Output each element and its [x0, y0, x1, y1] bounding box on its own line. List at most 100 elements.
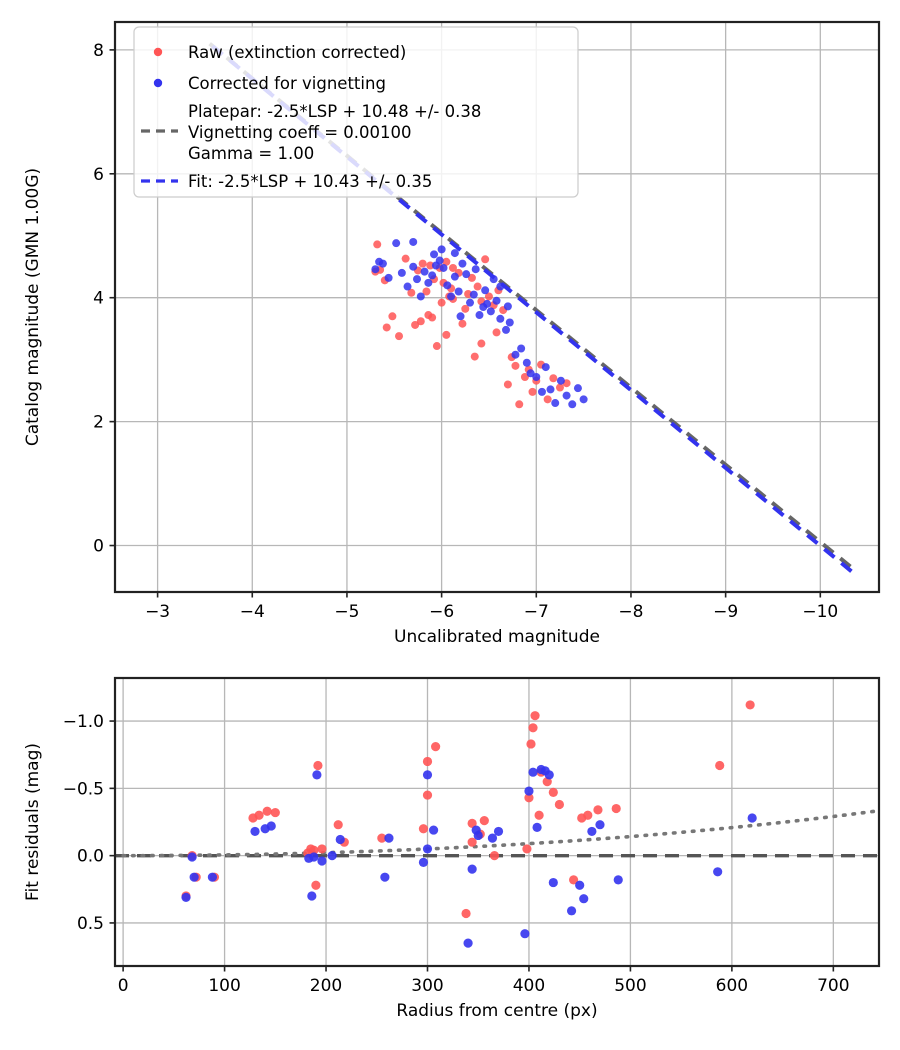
scatter-point [335, 834, 345, 845]
legend[interactable]: Raw (extinction corrected) Corrected for… [133, 26, 579, 198]
scatter-point [532, 373, 541, 382]
scatter-point [587, 826, 597, 837]
scatter-point [479, 816, 489, 826]
scatter-point [466, 298, 475, 307]
scatter-point [447, 292, 456, 301]
scatter-point [380, 872, 390, 882]
scatter-point [575, 880, 585, 890]
scatter-point [431, 742, 441, 752]
scatter-point [462, 270, 471, 279]
scatter-point [437, 298, 446, 307]
scatter-point [309, 845, 319, 855]
tick-label: 6 [93, 165, 104, 185]
scatter-point [312, 770, 322, 780]
tick-label: 700 [817, 976, 849, 996]
scatter-point [505, 318, 514, 327]
scatter-point [481, 286, 490, 295]
scatter-point [528, 723, 538, 733]
legend-label-raw: Raw (extinction corrected) [188, 43, 406, 62]
legend-label-platepar-line3: Gamma = 1.00 [188, 144, 314, 163]
scatter-point [461, 304, 470, 313]
scatter-point [467, 818, 477, 828]
scatter-point [388, 312, 397, 321]
top-panel-frame [113, 20, 881, 594]
scatter-point [428, 271, 437, 280]
scatter-point [534, 810, 544, 820]
legend-corrected-marker-icon [153, 78, 163, 88]
scatter-point [401, 254, 410, 263]
scatter-point [187, 852, 197, 862]
tick-label: −4 [240, 602, 265, 622]
scatter-point [549, 374, 558, 383]
scatter-point [503, 302, 512, 311]
tick-label: 2 [93, 413, 104, 433]
tick-label: −8 [618, 602, 643, 622]
scatter-point [503, 380, 512, 389]
scatter-point [569, 875, 579, 885]
scatter-point [430, 250, 439, 259]
scatter-point [439, 263, 448, 272]
scatter-point [443, 281, 452, 290]
scatter-point [467, 837, 477, 847]
scatter-point [311, 880, 321, 890]
top-panel-x-tick-labels: −3 −4 −5 −6 −7 −8 −9 −10 [145, 602, 838, 622]
tick-label: −6 [429, 602, 454, 622]
legend-label-fit: Fit: -2.5*LSP + 10.43 +/- 0.35 [188, 172, 432, 191]
scatter-point [544, 770, 554, 780]
scatter-point [422, 790, 433, 800]
scatter-point [317, 856, 327, 866]
scatter-point [522, 358, 531, 367]
scatter-point [428, 313, 437, 322]
scatter-point [426, 261, 435, 270]
top-panel-xlabel: Uncalibrated magnitude [394, 627, 600, 647]
bottom-panel-frame [113, 676, 881, 968]
scatter-point [475, 311, 484, 320]
scatter-point [397, 268, 406, 277]
scatter-point [548, 877, 558, 888]
tick-label: −1.0 [63, 712, 104, 732]
scatter-point [522, 844, 532, 854]
scatter-point [546, 385, 555, 394]
scatter-point [613, 875, 623, 885]
scatter-point [418, 857, 429, 867]
scatter-point [456, 312, 465, 321]
scatter-point [715, 760, 725, 771]
scatter-point [537, 387, 546, 396]
scatter-point [530, 711, 540, 721]
scatter-point [384, 273, 393, 282]
scatter-point [458, 259, 467, 268]
scatter-point [556, 376, 565, 385]
bottom-panel-gridlines [115, 678, 879, 966]
scatter-point [528, 387, 537, 396]
scatter-point [450, 272, 459, 281]
scatter-point [526, 739, 536, 749]
scatter-point [501, 325, 510, 334]
scatter-point [207, 872, 218, 882]
scatter-point [378, 259, 387, 268]
scatter-point [467, 273, 476, 282]
scatter-point [526, 369, 535, 378]
top-panel-y-tick-labels: 0 2 4 6 8 [93, 41, 104, 557]
legend-label-corrected: Corrected for vignetting [188, 74, 386, 93]
scatter-point [313, 760, 323, 771]
scatter-point [583, 810, 593, 820]
legend-background [133, 26, 579, 198]
scatter-point [307, 891, 317, 901]
scatter-point [392, 239, 401, 248]
scatter-point [484, 292, 493, 301]
scatter-point [416, 317, 425, 326]
tick-label: 0 [118, 976, 129, 996]
scatter-point [270, 807, 280, 818]
scatter-point [409, 262, 418, 271]
scatter-point [262, 806, 272, 816]
tick-label: 300 [411, 976, 443, 996]
scatter-point [442, 257, 451, 266]
scatter-point [333, 820, 343, 830]
scatter-point [496, 314, 505, 323]
scatter-point [373, 240, 382, 249]
scatter-point [422, 756, 433, 767]
scatter-point [254, 810, 264, 820]
scatter-point [481, 255, 490, 264]
tick-label: 0 [93, 537, 104, 557]
tick-label: −5 [334, 602, 359, 622]
